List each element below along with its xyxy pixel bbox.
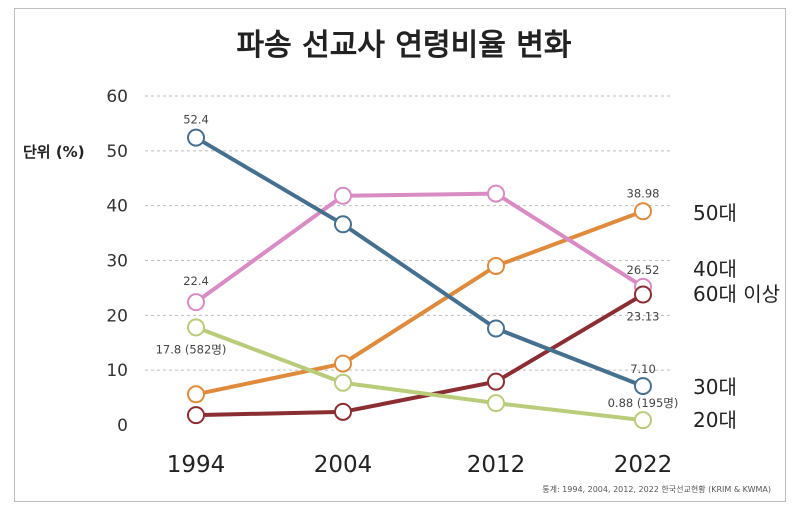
series-line [194,191,645,305]
chart-frame: 파송 선교사 연령비율 변화 단위 (%) 0 10 20 30 40 50 60 1994… [14,8,786,502]
x-tick-label: 2004 [314,452,373,478]
y-tick-label: 30 [106,252,128,272]
y-tick-label: 60 [106,87,128,107]
y-tick-label: 20 [106,306,128,326]
data-point [187,406,205,425]
data-label: 22.4 [183,274,209,288]
series-lines [194,135,645,423]
data-label: 7.10 [630,362,656,376]
data-label: 17.8 (582명) [156,342,227,356]
data-point [334,186,352,205]
data-label: 38.98 [627,186,660,200]
data-point [634,285,652,304]
series-label: 40대 [693,257,737,281]
series-label: 50대 [693,201,737,225]
data-point [334,373,352,392]
data-point [634,411,652,430]
y-axis-ticks: 0 10 20 30 40 50 60 [106,87,128,436]
data-label: 0.88 (195명) [608,396,679,410]
data-point [187,318,205,337]
data-point [487,394,505,413]
series-line [194,209,645,397]
data-point [187,293,205,312]
data-point [187,385,205,404]
data-labels: 52.4 22.4 17.8 (582명) 38.98 26.52 23.13 7.10 0.… [156,113,679,411]
data-point [634,202,652,221]
data-point [334,402,352,421]
data-point [187,128,205,147]
y-tick-label: 50 [106,142,128,162]
data-point [487,372,505,391]
series-line [194,325,645,423]
data-point [487,256,505,275]
chart-title: 파송 선교사 연령비율 변화 [237,28,572,63]
series-line [194,135,645,389]
x-axis-ticks: 1994 2004 2012 2022 [167,452,673,478]
y-tick-label: 0 [117,416,128,436]
y-axis-unit-label: 단위 (%) [23,143,85,161]
source-note: 통계: 1994, 2004, 2012, 2022 한국선교현황 (KRIM … [542,484,771,494]
series-label: 30대 [693,375,737,399]
series-line [194,292,645,418]
data-point [487,319,505,338]
x-tick-label: 1994 [167,452,226,478]
data-point [634,377,652,396]
x-tick-label: 2022 [614,452,673,478]
y-tick-label: 40 [106,197,128,217]
data-label: 23.13 [627,309,660,323]
data-label: 26.52 [627,263,660,277]
x-tick-label: 2012 [467,452,526,478]
data-label: 52.4 [183,113,209,127]
series-label: 60대 이상 [693,282,780,306]
line-chart: 파송 선교사 연령비율 변화 단위 (%) 0 10 20 30 40 50 60 1994… [23,28,780,494]
series-label: 20대 [693,408,737,432]
data-point [334,354,352,373]
data-point [334,215,352,234]
series-points [187,128,652,430]
grid [145,95,671,371]
data-point [487,184,505,203]
y-tick-label: 10 [106,361,128,381]
